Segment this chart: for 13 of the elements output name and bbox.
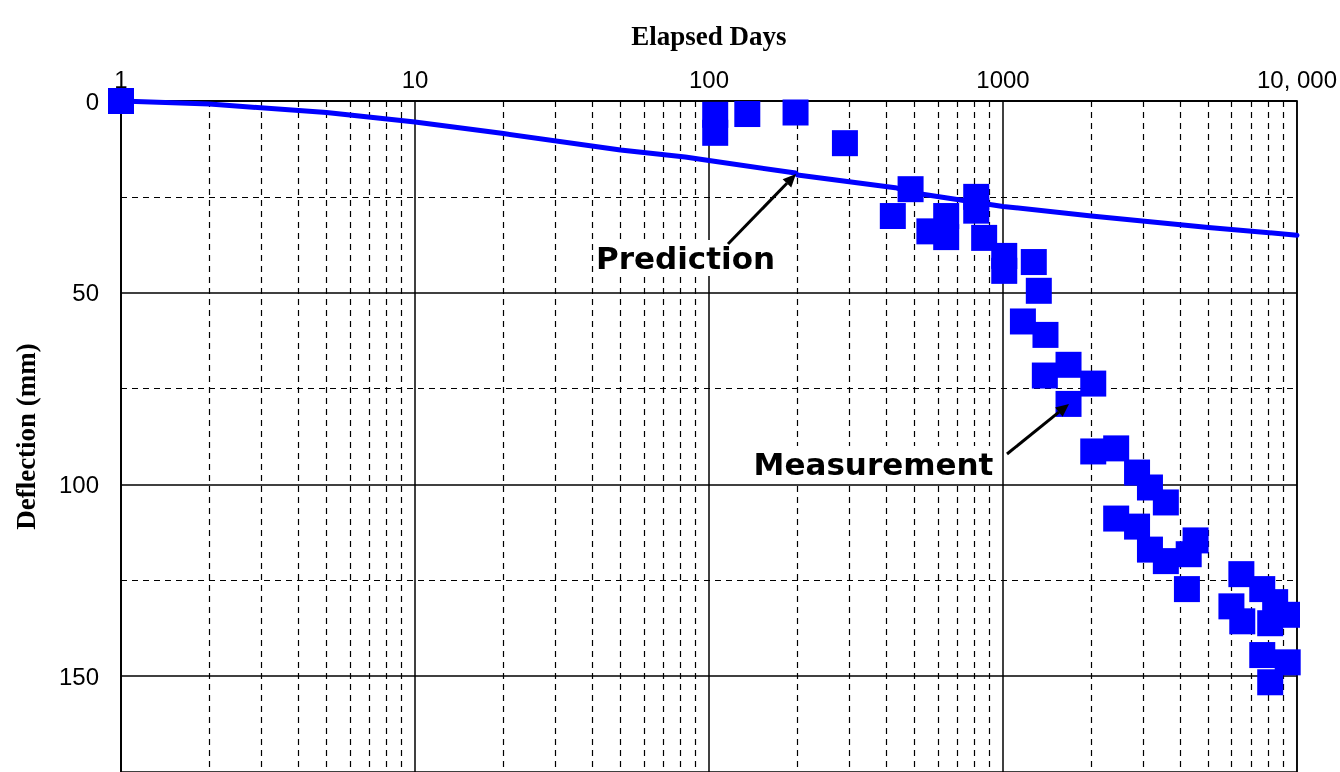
annotation: Measurement [751, 445, 996, 482]
x-tick-label: 1 [114, 65, 128, 93]
y-tick-label: 50 [72, 279, 99, 307]
x-tick-label: 100 [688, 65, 729, 93]
y-tick-label: 150 [58, 662, 99, 690]
x-tick-label: 10 [401, 65, 429, 93]
x-tick-label: 1000 [976, 65, 1030, 93]
y-tick-label: 0 [85, 87, 99, 115]
x-axis-title: Elapsed Days [631, 20, 787, 51]
y-tick-label: 100 [58, 470, 99, 498]
annotation: Prediction [594, 239, 778, 276]
y-axis-title: Deflection (mm) [10, 343, 41, 530]
x-tick-label: 10, 000 [1256, 65, 1337, 93]
